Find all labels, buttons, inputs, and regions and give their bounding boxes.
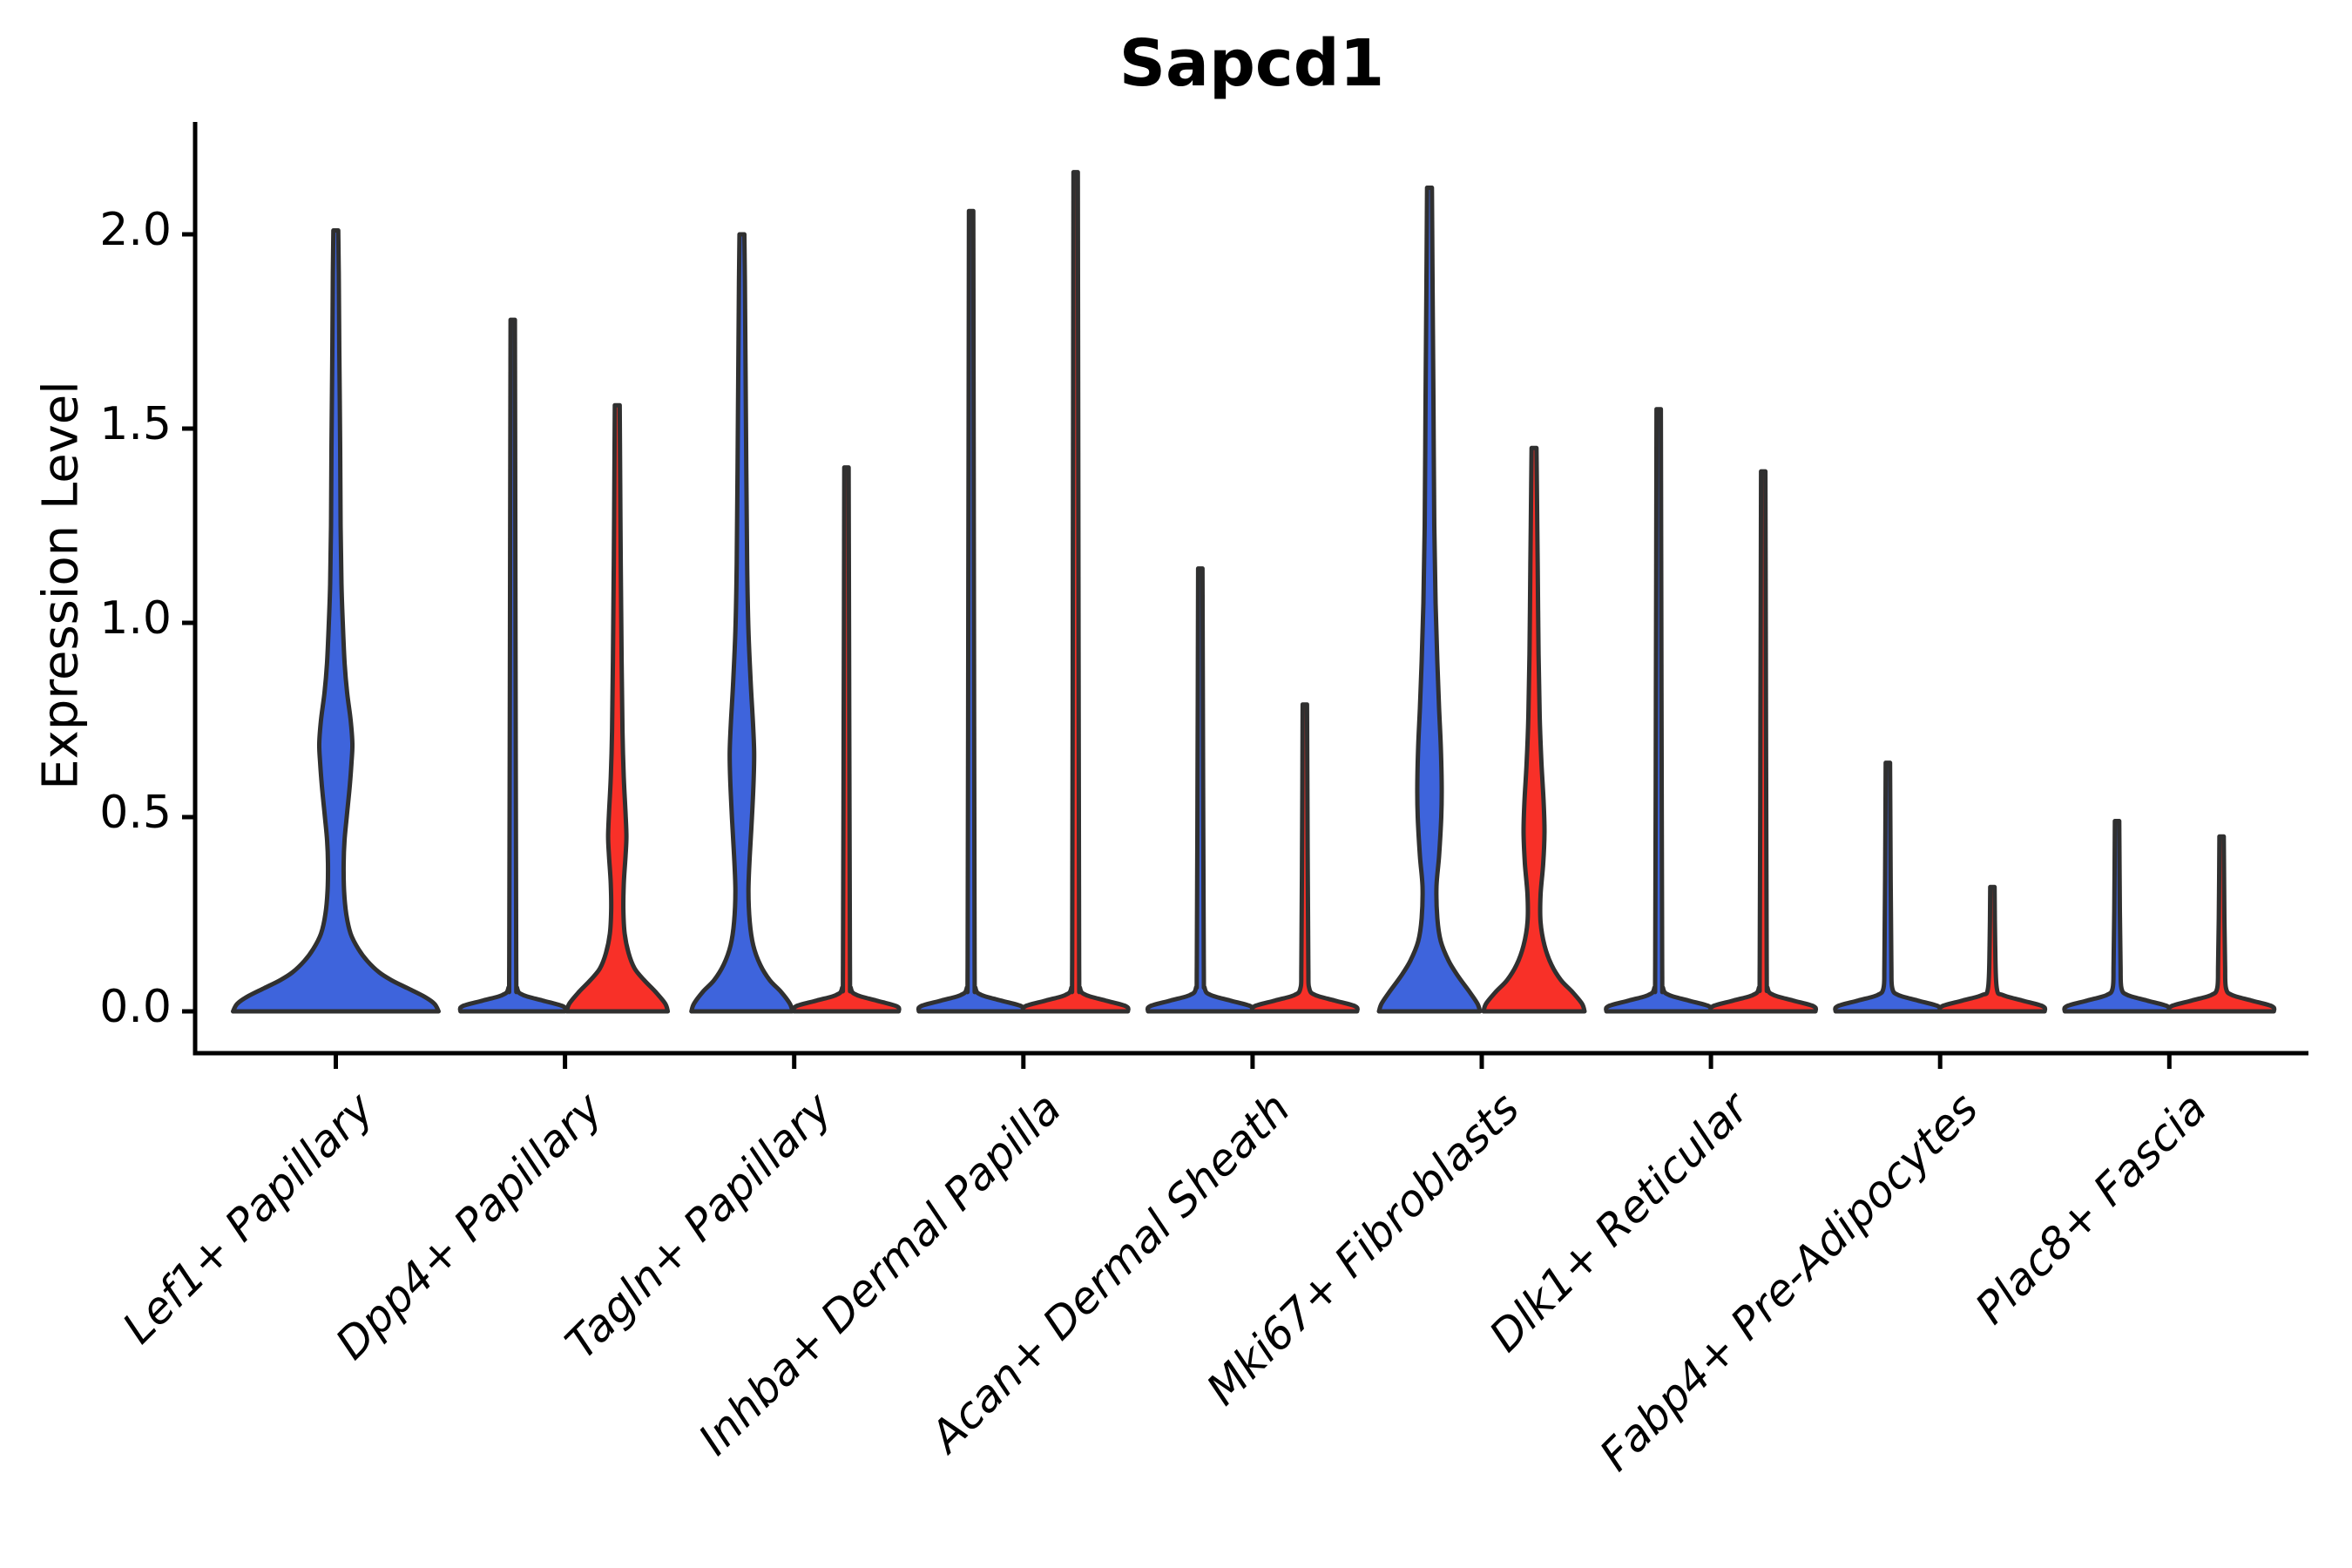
violin-fabp4-pre-adipocytes-red (1937, 884, 2048, 1014)
violin-inhba-dermal-papilla-blue (916, 208, 1026, 1014)
violin-tagln-papillary-red (791, 465, 902, 1014)
violin-dpp4-papillary-red (564, 402, 671, 1014)
y-tick-label: 2.0 (99, 204, 172, 256)
y-tick-label: 1.5 (99, 398, 172, 450)
violin-acan-dermal-sheath-red (1249, 702, 1360, 1014)
violin-dpp4-papillary-blue (457, 317, 568, 1014)
violin-dlk1-reticular-blue (1604, 407, 1714, 1014)
y-tick-label: 0.0 (99, 981, 172, 1033)
y-tick-label: 0.5 (99, 787, 172, 839)
violin-dlk1-reticular-red (1708, 469, 1819, 1014)
violin-mki67-fibroblasts-red (1481, 445, 1587, 1014)
violin-plac8-fascia-red (2166, 834, 2277, 1014)
violin-plac8-fascia-blue (2062, 819, 2173, 1014)
violin-acan-dermal-sheath-blue (1145, 566, 1255, 1014)
violin-fabp4-pre-adipocytes-blue (1833, 760, 1943, 1014)
chart-title: Sapcd1 (1119, 26, 1385, 101)
violin-tagln-papillary-blue (689, 232, 795, 1014)
y-tick-label: 1.0 (99, 592, 172, 645)
violin-lef1-papillary-blue (231, 228, 441, 1014)
violin-inhba-dermal-papilla-red (1020, 170, 1131, 1014)
violin-mki67-fibroblasts-blue (1376, 186, 1483, 1014)
